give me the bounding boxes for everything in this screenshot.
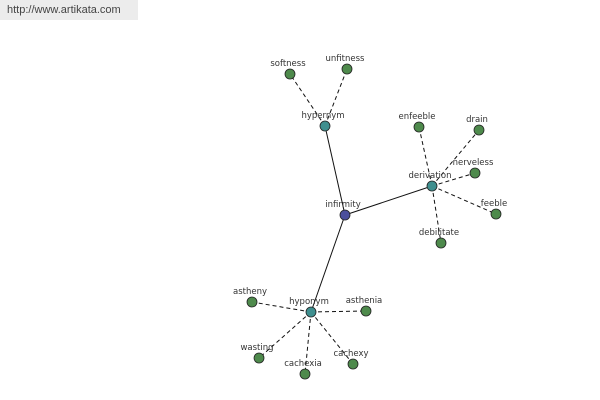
dashed-edge [251,301,312,313]
node [490,208,502,220]
node [341,63,353,75]
node-label: feeble [481,199,507,209]
dashed-edge [418,126,433,187]
node-label: infirmity [325,200,360,210]
node-label: derivation [408,171,451,181]
node [284,68,296,80]
node-label: softness [270,59,306,69]
node-label: nerveless [453,158,494,168]
dashed-edge [310,310,367,313]
site-url[interactable]: http://www.artikata.com [0,0,138,20]
dashed-edge [431,172,476,187]
dashed-edge [289,73,326,127]
node [413,121,425,133]
node-label: enfeeble [398,112,435,122]
edge [344,185,433,216]
node-label: cachexia [284,359,322,369]
node [426,180,438,192]
node-label: cachexy [333,349,368,359]
node [253,352,265,364]
node-label: astheny [233,287,267,297]
dashed-edge [431,185,497,215]
node-label: unfitness [326,54,366,64]
edge [324,125,346,216]
node-label: drain [466,115,488,125]
node [473,124,485,136]
node [319,120,331,132]
node-label: hyponym [289,297,329,307]
dashed-edge [258,311,312,359]
node [360,305,372,317]
node [246,296,258,308]
node [339,209,351,221]
node [305,306,317,318]
dashed-edge [304,311,312,375]
dashed-edge [431,129,480,187]
node [347,358,359,370]
node [299,368,311,380]
node-label: asthenia [346,296,383,306]
node-label: debilitate [419,228,459,238]
node-label: wasting [240,343,273,353]
node [435,237,447,249]
node-label: hypernym [301,111,344,121]
dashed-edge [324,68,348,127]
edge [310,214,346,313]
dashed-edge [431,185,442,244]
node [469,167,481,179]
